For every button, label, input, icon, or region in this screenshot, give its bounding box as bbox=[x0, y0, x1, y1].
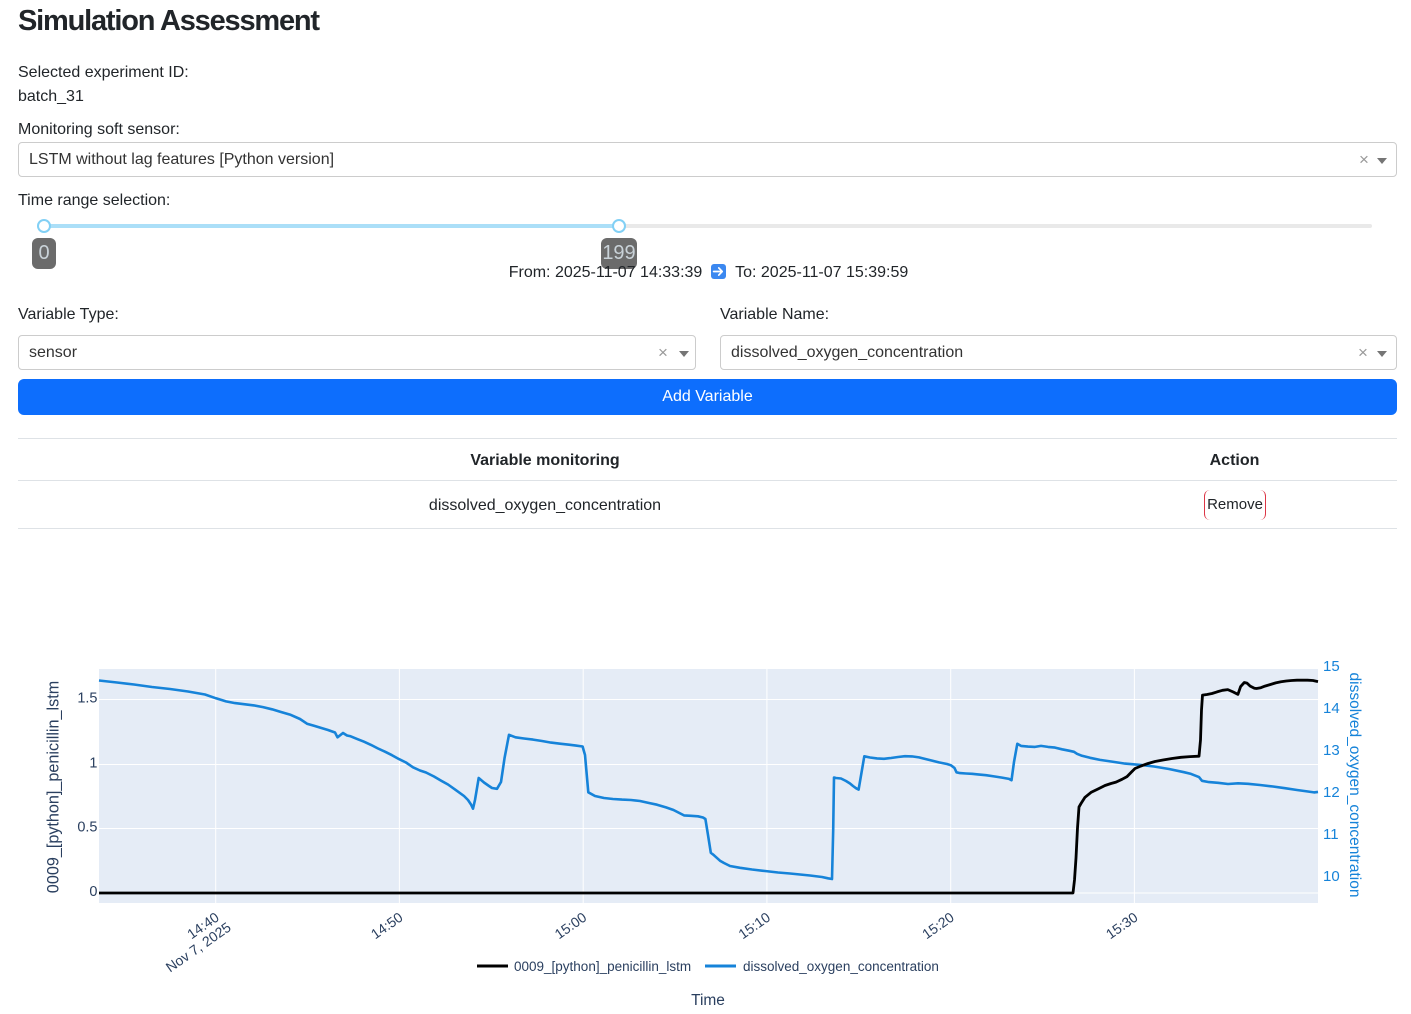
svg-text:15:10: 15:10 bbox=[735, 909, 773, 942]
svg-text:11: 11 bbox=[1323, 826, 1339, 843]
svg-text:15: 15 bbox=[1323, 658, 1340, 675]
svg-text:10: 10 bbox=[1323, 868, 1340, 885]
svg-text:1: 1 bbox=[89, 756, 97, 772]
svg-text:0.5: 0.5 bbox=[77, 820, 97, 836]
svg-text:15:00: 15:00 bbox=[552, 909, 590, 942]
svg-text:15:30: 15:30 bbox=[1103, 909, 1141, 942]
svg-text:dissolved_oxygen_concentration: dissolved_oxygen_concentration bbox=[1346, 673, 1363, 898]
svg-text:0: 0 bbox=[89, 884, 97, 900]
svg-text:1.5: 1.5 bbox=[77, 691, 97, 707]
svg-text:13: 13 bbox=[1323, 742, 1340, 759]
svg-text:15:20: 15:20 bbox=[919, 909, 957, 942]
svg-text:14: 14 bbox=[1323, 700, 1340, 717]
svg-text:Time: Time bbox=[691, 992, 725, 1009]
svg-text:dissolved_oxygen_concentration: dissolved_oxygen_concentration bbox=[743, 959, 939, 974]
svg-text:12: 12 bbox=[1323, 784, 1340, 801]
svg-text:14:50: 14:50 bbox=[368, 909, 406, 942]
svg-text:0009_[python]_penicillin_lstm: 0009_[python]_penicillin_lstm bbox=[514, 959, 691, 974]
svg-text:0009_[python]_penicillin_lstm: 0009_[python]_penicillin_lstm bbox=[45, 681, 63, 893]
